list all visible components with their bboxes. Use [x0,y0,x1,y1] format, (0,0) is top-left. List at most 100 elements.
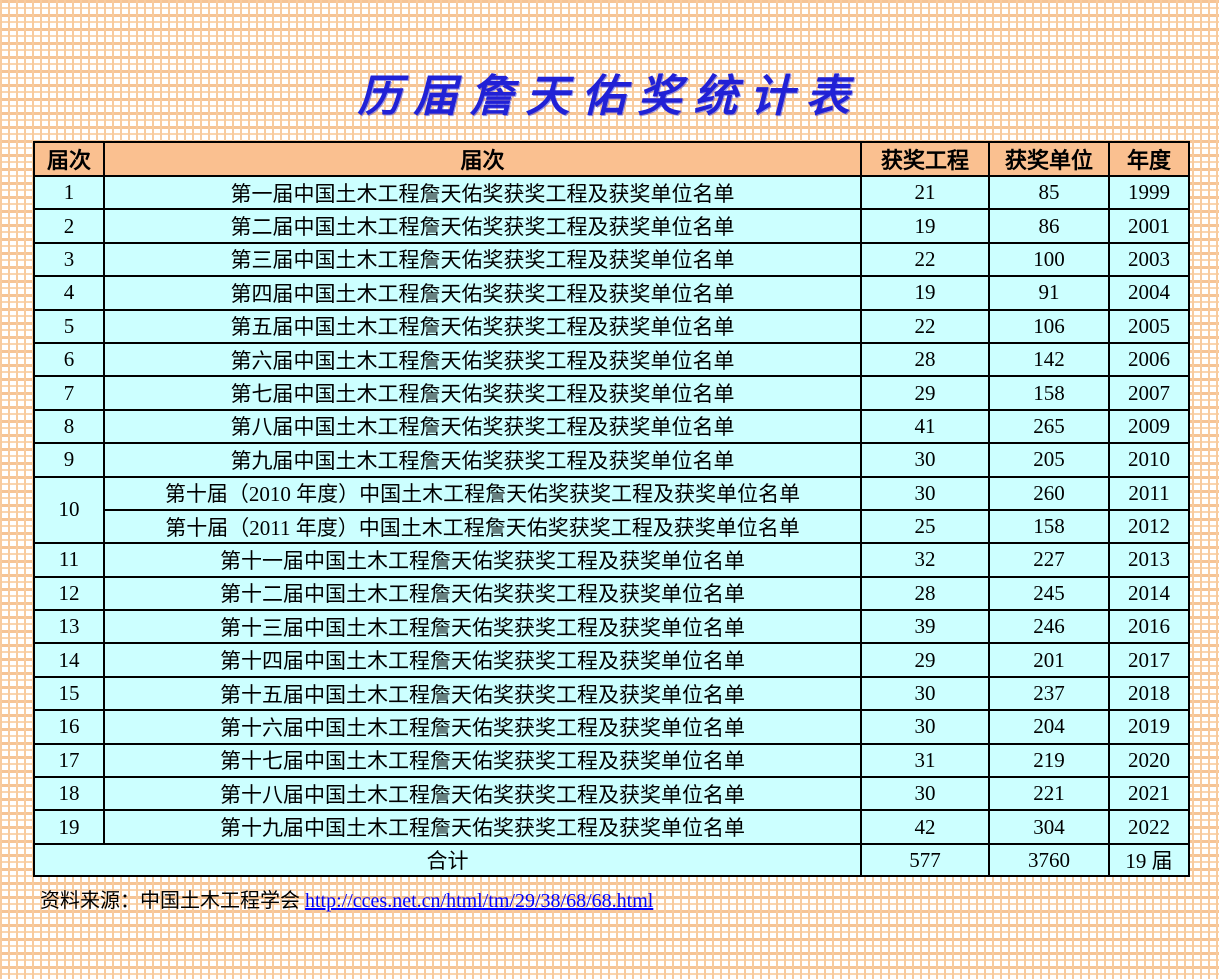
session-number-cell: 17 [33,742,105,779]
table-row: 10 第十届（2010 年度）中国土木工程詹天佑奖获奖工程及获奖单位名单 30 260… [33,475,1190,545]
year-cell: 2009 [1108,408,1190,445]
source-link[interactable]: http://cces.net.cn/html/tm/29/38/68/68.h… [305,890,654,912]
projects-count-cell: 32 [860,542,990,578]
source-label: 资料来源：中国土木工程学会 [40,890,305,912]
award-statistics-table: 届次 届次 获奖工程 获奖单位 年度 1 第一届中国土木工程詹天佑奖获奖工程及获奖… [33,141,1190,877]
year-cell: 2021 [1108,776,1190,812]
table-row: 16 第十六届中国土木工程詹天佑奖获奖工程及获奖单位名单 30 204 2019 [33,709,1190,745]
table-row: 19 第十九届中国土木工程詹天佑奖获奖工程及获奖单位名单 42 304 2022 [33,809,1190,845]
year-cell: 2019 [1108,709,1190,745]
session-name-cell: 第七届中国土木工程詹天佑奖获奖工程及获奖单位名单 [103,375,862,411]
header-row: 届次 届次 获奖工程 获奖单位 年度 [33,141,1190,177]
header-awarded-units: 获奖单位 [988,141,1110,177]
year-cell: 2014 [1108,575,1190,612]
session-number-cell: 8 [33,408,105,445]
session-number-cell: 9 [33,442,105,478]
projects-count-cell: 22 [860,241,990,278]
units-count-cell: 106 [988,308,1110,344]
units-count-cell: 260 [988,475,1110,511]
session-name-cell: 第十四届中国土木工程詹天佑奖获奖工程及获奖单位名单 [103,642,862,678]
year-cell: 2001 [1108,208,1190,244]
year-cell: 1999 [1108,174,1190,211]
projects-count-cell: 42 [860,809,990,845]
session-number-cell: 1 [33,174,105,211]
table-row: 14 第十四届中国土木工程詹天佑奖获奖工程及获奖单位名单 29 201 2017 [33,642,1190,678]
session-name-cell: 第一届中国土木工程詹天佑奖获奖工程及获奖单位名单 [103,174,862,211]
session-name-cell: 第十届（2010 年度）中国土木工程詹天佑奖获奖工程及获奖单位名单 [103,475,862,511]
session-number-cell: 2 [33,208,105,244]
projects-count-cell: 30 [860,776,990,812]
units-count-cell: 201 [988,642,1110,678]
year-cell: 2005 [1108,308,1190,344]
projects-count-cell: 41 [860,408,990,445]
table-row: 第十届（2011 年度）中国土木工程詹天佑奖获奖工程及获奖单位名单 25 158 20… [34,508,1190,545]
header-session-no: 届次 [33,141,105,177]
units-count-cell: 245 [988,575,1110,612]
year-cell: 2012 [1108,508,1190,545]
units-count-cell: 86 [988,208,1110,244]
table-row: 18 第十八届中国土木工程詹天佑奖获奖工程及获奖单位名单 30 221 2021 [33,776,1190,812]
header-awarded-projects: 获奖工程 [860,141,990,177]
projects-count-cell: 28 [860,575,990,612]
session-number-cell: 18 [33,776,105,812]
session-number-cell: 16 [33,709,105,745]
table-footer: 合计 577 3760 19 届 [33,843,1190,877]
projects-count-cell: 30 [860,675,990,712]
units-count-cell: 91 [988,275,1110,311]
units-count-cell: 158 [988,375,1110,411]
year-cell: 2013 [1108,542,1190,578]
table-row: 6 第六届中国土木工程詹天佑奖获奖工程及获奖单位名单 28 142 2006 [33,341,1190,378]
session-name-cell: 第四届中国土木工程詹天佑奖获奖工程及获奖单位名单 [103,275,862,311]
projects-count-cell: 39 [860,609,990,645]
session-name-cell: 第十届（2011 年度）中国土木工程詹天佑奖获奖工程及获奖单位名单 [103,508,862,545]
units-count-cell: 227 [988,542,1110,578]
units-count-cell: 265 [988,408,1110,445]
session-name-cell: 第三届中国土木工程詹天佑奖获奖工程及获奖单位名单 [103,241,862,278]
table-row: 7 第七届中国土木工程詹天佑奖获奖工程及获奖单位名单 29 158 2007 [33,375,1190,411]
projects-count-cell: 29 [860,375,990,411]
projects-count-cell: 19 [860,275,990,311]
year-cell: 2004 [1108,275,1190,311]
session-number-cell: 11 [33,542,105,578]
page-title: 历届詹天佑奖统计表 [357,71,862,122]
session-number-cell: 10 [33,475,105,545]
year-cell: 2003 [1108,241,1190,278]
source-note: 资料来源：中国土木工程学会 http://cces.net.cn/html/tm… [40,884,653,913]
table-row: 5 第五届中国土木工程詹天佑奖获奖工程及获奖单位名单 22 106 2005 [33,308,1190,344]
table-row: 15 第十五届中国土木工程詹天佑奖获奖工程及获奖单位名单 30 237 2018 [33,675,1190,712]
year-cell: 2010 [1108,442,1190,478]
table-row: 11 第十一届中国土木工程詹天佑奖获奖工程及获奖单位名单 32 227 2013 [33,542,1190,578]
session-name-cell: 第六届中国土木工程詹天佑奖获奖工程及获奖单位名单 [103,341,862,378]
session-name-cell: 第九届中国土木工程詹天佑奖获奖工程及获奖单位名单 [103,442,862,478]
total-year-cell: 19 届 [1108,843,1190,877]
year-cell: 2017 [1108,642,1190,678]
units-count-cell: 221 [988,776,1110,812]
session-number-cell: 6 [33,341,105,378]
units-count-cell: 246 [988,609,1110,645]
projects-count-cell: 19 [860,208,990,244]
session-name-cell: 第十七届中国土木工程詹天佑奖获奖工程及获奖单位名单 [103,742,862,779]
table-row: 1 第一届中国土木工程詹天佑奖获奖工程及获奖单位名单 21 85 1999 [33,174,1190,211]
units-count-cell: 100 [988,241,1110,278]
units-count-cell: 204 [988,709,1110,745]
units-count-cell: 142 [988,341,1110,378]
total-row: 合计 577 3760 19 届 [33,843,1190,877]
projects-count-cell: 21 [860,174,990,211]
header-session-name: 届次 [103,141,862,177]
total-projects-cell: 577 [860,843,990,877]
year-cell: 2011 [1108,475,1190,511]
session-number-cell: 15 [33,675,105,712]
session-name-cell: 第八届中国土木工程詹天佑奖获奖工程及获奖单位名单 [103,408,862,445]
year-cell: 2006 [1108,341,1190,378]
session-number-cell: 14 [33,642,105,678]
table-header: 届次 届次 获奖工程 获奖单位 年度 [33,141,1190,177]
projects-count-cell: 28 [860,341,990,378]
projects-count-cell: 22 [860,308,990,344]
table-row: 17 第十七届中国土木工程詹天佑奖获奖工程及获奖单位名单 31 219 2020 [33,742,1190,779]
year-cell: 2007 [1108,375,1190,411]
projects-count-cell: 29 [860,642,990,678]
projects-count-cell: 31 [860,742,990,779]
year-cell: 2022 [1108,809,1190,845]
units-count-cell: 158 [988,508,1110,545]
table-row: 4 第四届中国土木工程詹天佑奖获奖工程及获奖单位名单 19 91 2004 [33,275,1190,311]
